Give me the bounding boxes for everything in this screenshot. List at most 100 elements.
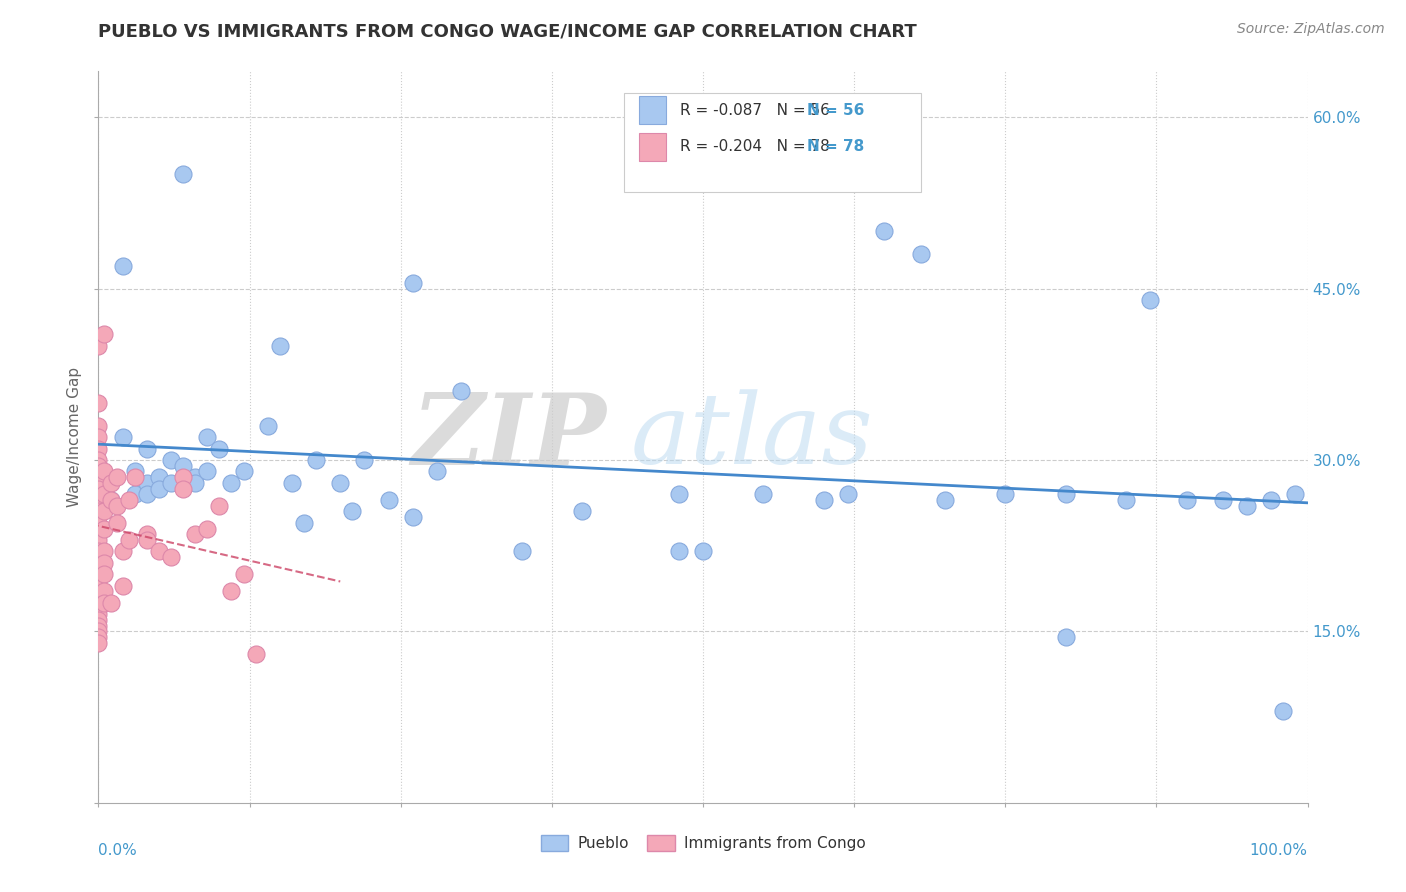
Point — [1260, 492, 1282, 507]
Point — [93, 327, 115, 342]
Point — [87, 579, 110, 593]
Point — [256, 418, 278, 433]
Point — [105, 516, 128, 530]
Point — [426, 464, 449, 478]
Point — [752, 487, 775, 501]
Point — [994, 487, 1017, 501]
Point — [208, 499, 231, 513]
Point — [1054, 630, 1077, 644]
Point — [105, 499, 128, 513]
Point — [292, 516, 315, 530]
Point — [87, 504, 110, 518]
Point — [668, 544, 690, 558]
Text: PUEBLO VS IMMIGRANTS FROM CONGO WAGE/INCOME GAP CORRELATION CHART: PUEBLO VS IMMIGRANTS FROM CONGO WAGE/INC… — [98, 22, 917, 40]
Point — [87, 607, 110, 622]
Point — [87, 338, 110, 352]
Point — [93, 504, 115, 518]
Point — [148, 470, 170, 484]
Point — [100, 475, 122, 490]
Point — [195, 430, 218, 444]
Point — [232, 464, 254, 478]
Point — [135, 527, 157, 541]
Point — [1284, 487, 1306, 501]
Point — [353, 453, 375, 467]
Bar — [638, 96, 665, 124]
Point — [93, 544, 115, 558]
Point — [342, 504, 364, 518]
Point — [87, 624, 110, 639]
Point — [87, 430, 110, 444]
Point — [232, 567, 254, 582]
Point — [87, 418, 110, 433]
Point — [160, 550, 183, 565]
Point — [87, 544, 110, 558]
Point — [87, 396, 110, 410]
Bar — [638, 133, 665, 161]
Point — [160, 475, 183, 490]
Point — [87, 590, 110, 604]
Point — [87, 636, 110, 650]
Text: N = 78: N = 78 — [807, 139, 865, 154]
Point — [87, 630, 110, 644]
Point — [135, 533, 157, 547]
Point — [910, 247, 932, 261]
Point — [1175, 492, 1198, 507]
Point — [1236, 499, 1258, 513]
Point — [281, 475, 304, 490]
Point — [172, 470, 194, 484]
Point — [111, 579, 134, 593]
Text: atlas: atlas — [630, 390, 873, 484]
Point — [105, 470, 128, 484]
Point — [305, 453, 328, 467]
Point — [87, 470, 110, 484]
Point — [93, 521, 115, 535]
Point — [93, 567, 115, 582]
Point — [172, 482, 194, 496]
Point — [87, 613, 110, 627]
Point — [1139, 293, 1161, 307]
Point — [87, 499, 110, 513]
Point — [87, 567, 110, 582]
Point — [269, 338, 291, 352]
Point — [87, 510, 110, 524]
Text: ZIP: ZIP — [412, 389, 606, 485]
Point — [402, 510, 425, 524]
Point — [813, 492, 835, 507]
Point — [100, 596, 122, 610]
Point — [87, 442, 110, 456]
Point — [135, 475, 157, 490]
Point — [195, 521, 218, 535]
Point — [124, 470, 146, 484]
Point — [692, 544, 714, 558]
Point — [87, 533, 110, 547]
Point — [1212, 492, 1234, 507]
Point — [93, 487, 115, 501]
Point — [87, 618, 110, 632]
Point — [118, 533, 141, 547]
Point — [837, 487, 859, 501]
Point — [402, 276, 425, 290]
Point — [87, 458, 110, 473]
Text: R = -0.204   N = 78: R = -0.204 N = 78 — [681, 139, 830, 154]
Point — [118, 492, 141, 507]
Point — [450, 384, 472, 399]
Point — [148, 544, 170, 558]
Point — [160, 453, 183, 467]
Point — [124, 464, 146, 478]
Point — [1054, 487, 1077, 501]
Point — [329, 475, 352, 490]
Point — [135, 487, 157, 501]
Point — [195, 464, 218, 478]
Point — [124, 487, 146, 501]
Point — [668, 487, 690, 501]
Point — [100, 492, 122, 507]
Point — [87, 516, 110, 530]
Point — [87, 596, 110, 610]
Point — [184, 470, 207, 484]
Text: N = 56: N = 56 — [807, 103, 865, 118]
Point — [1115, 492, 1137, 507]
Point — [93, 584, 115, 599]
Point — [100, 492, 122, 507]
Point — [208, 442, 231, 456]
Point — [87, 601, 110, 615]
